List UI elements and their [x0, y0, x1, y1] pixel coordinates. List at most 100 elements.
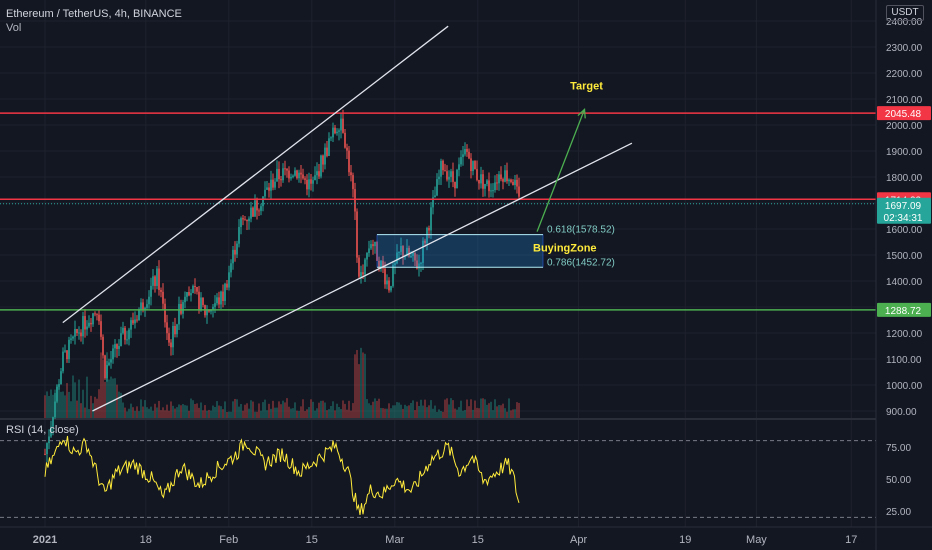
candle [338, 128, 340, 141]
candle [434, 186, 436, 198]
candle [502, 177, 504, 190]
candle [160, 287, 162, 298]
candle-body [366, 253, 368, 260]
candle-body [220, 291, 222, 305]
candle-body [356, 211, 358, 258]
candle-body [160, 290, 162, 292]
candle-body [492, 190, 494, 192]
candle [98, 310, 100, 325]
volume-bar [450, 398, 452, 418]
candle-body [104, 355, 106, 379]
candle-body [190, 293, 192, 296]
candle [256, 197, 258, 220]
volume-bar [462, 410, 464, 418]
candle [286, 168, 288, 178]
volume-bar [332, 401, 334, 418]
candle [316, 162, 318, 185]
candle-body [150, 285, 152, 297]
candle [464, 142, 466, 157]
candle [432, 189, 434, 215]
candle-body [98, 314, 100, 322]
volume-bar [252, 401, 254, 418]
candle-body [444, 170, 446, 172]
candle-body [128, 329, 130, 340]
candle [124, 326, 126, 345]
volume-bar [164, 410, 166, 418]
candle-body [222, 291, 224, 302]
candle-body [424, 240, 426, 244]
price-tick-label: 1400.00 [886, 277, 923, 288]
candle-body [400, 246, 402, 252]
volume-bar [440, 411, 442, 418]
candle-body [404, 256, 406, 258]
candle [166, 314, 168, 340]
currency-badge[interactable]: USDT [886, 5, 924, 21]
price-tick-label: 1000.00 [886, 381, 923, 392]
candle-body [322, 155, 324, 165]
volume-bar [128, 408, 130, 418]
volume-bar [514, 409, 516, 418]
candle [402, 245, 404, 265]
candle [370, 240, 372, 250]
time-tick-label: Apr [570, 534, 587, 546]
candle-body [182, 302, 184, 314]
volume-bar [240, 403, 242, 418]
rsi-tick-label: 25.00 [886, 507, 911, 518]
candle [118, 339, 120, 357]
volume-bar [488, 403, 490, 418]
volume-bar [356, 349, 358, 418]
candle [252, 206, 254, 217]
candle-body [420, 262, 422, 264]
candle-body [250, 207, 252, 219]
candle [240, 216, 242, 235]
candle [308, 172, 310, 198]
candle-body [436, 179, 438, 196]
candle [284, 160, 286, 176]
candle-body [286, 168, 288, 171]
candle [300, 165, 302, 184]
volume-bar [330, 405, 332, 418]
volume-bar [446, 398, 448, 418]
volume-bar [274, 407, 276, 418]
volume-bar [166, 404, 168, 418]
candle [248, 216, 250, 230]
volume-bar [250, 400, 252, 418]
candle [250, 201, 252, 223]
price-tick-label: 1500.00 [886, 251, 923, 262]
rsi-label[interactable]: RSI (14, close) [6, 424, 79, 436]
candle [110, 351, 112, 369]
volume-bar [136, 406, 138, 418]
candle [490, 183, 492, 198]
candle [84, 308, 86, 338]
candle-body [508, 179, 510, 182]
candle-body [132, 320, 134, 324]
volume-bar [88, 409, 90, 418]
volume-bar [124, 407, 126, 418]
symbol-title[interactable]: Ethereum / TetherUS, 4h, BINANCE [6, 8, 182, 20]
candle [400, 237, 402, 256]
volume-bar [442, 411, 444, 418]
candle-body [468, 151, 470, 159]
candle-body [372, 244, 374, 247]
candle-body [496, 182, 498, 184]
volume-bar [46, 391, 48, 418]
volume-bar [362, 352, 364, 418]
candle-body [174, 325, 176, 335]
candle-body [134, 319, 136, 324]
candle [202, 297, 204, 308]
volume-bar [402, 408, 404, 418]
volume-bar [264, 399, 266, 418]
volume-bar [320, 400, 322, 418]
candle-body [474, 161, 476, 170]
volume-bar [228, 411, 230, 418]
candle-body [158, 268, 160, 291]
candle-body [298, 172, 300, 179]
price-tick-label: 2100.00 [886, 95, 923, 106]
candle-body [410, 255, 412, 257]
candle-body [388, 280, 390, 291]
candle [68, 336, 70, 364]
volume-bars [44, 347, 520, 418]
volume-bar [310, 399, 312, 418]
candle-body [418, 263, 420, 269]
